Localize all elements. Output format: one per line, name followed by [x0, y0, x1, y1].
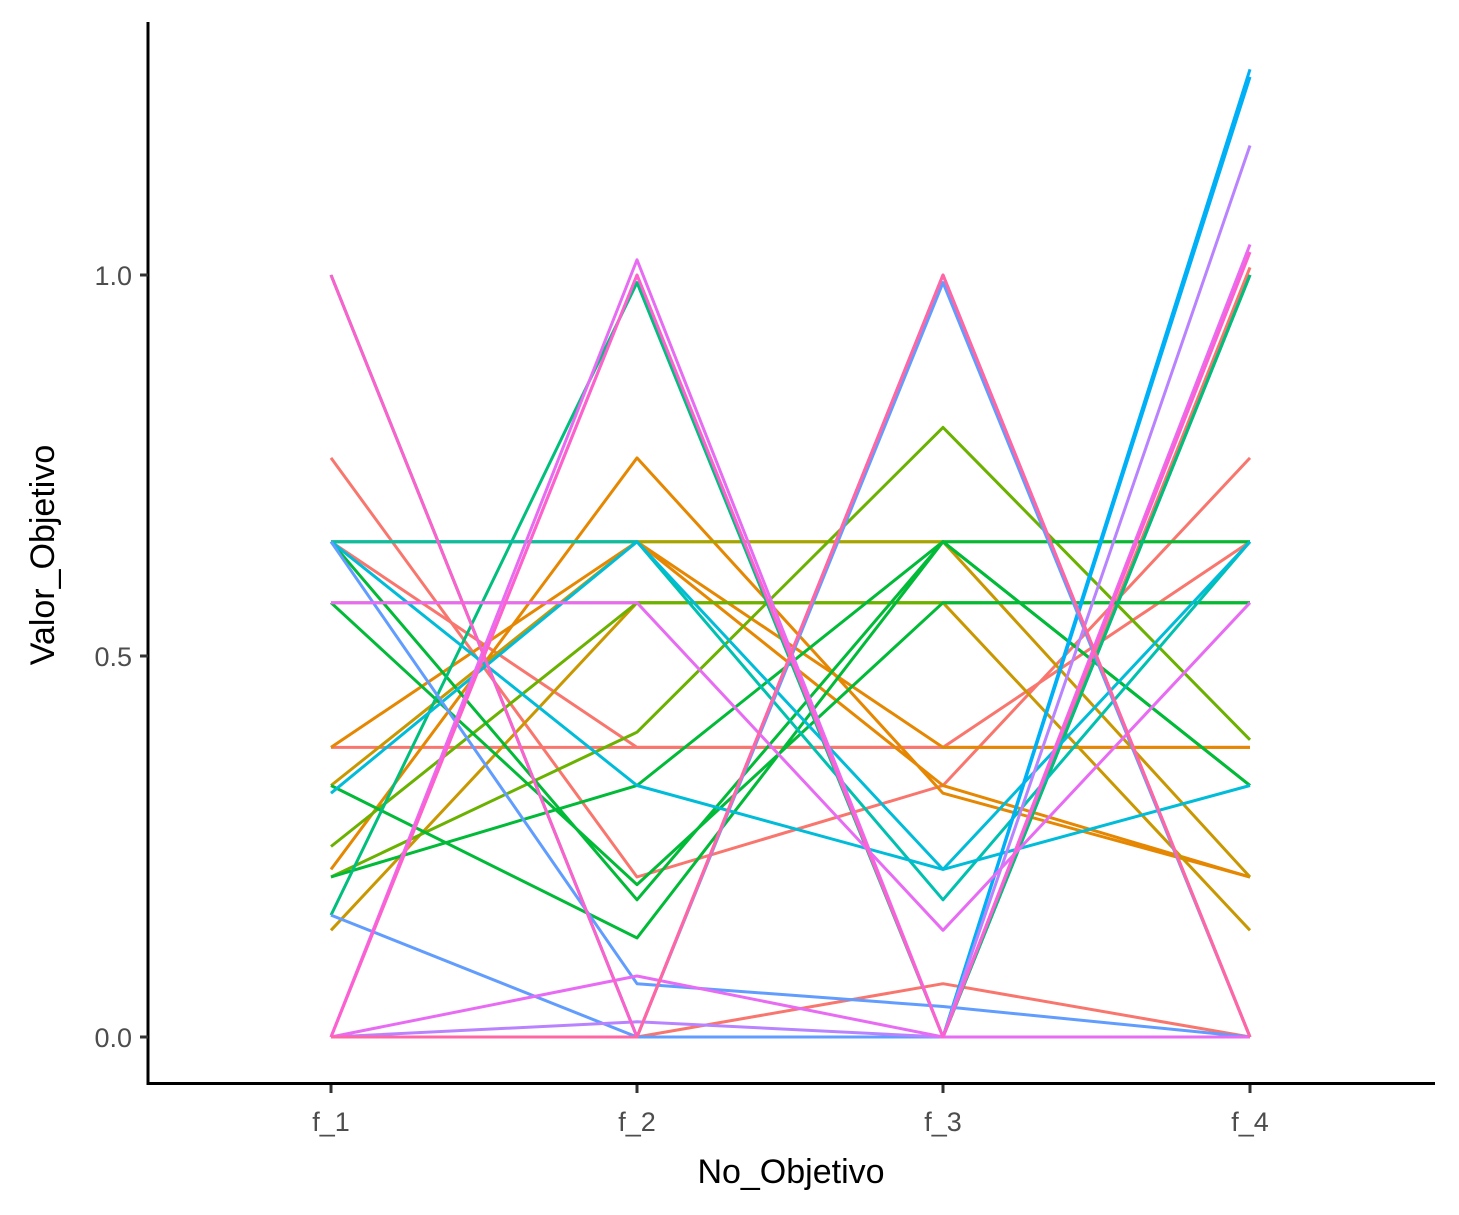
- x-tick-label: f_1: [312, 1107, 350, 1137]
- y-tick-label: 0.0: [94, 1023, 132, 1053]
- series-line: [331, 540, 1252, 902]
- y-axis-title: Valor_Objetivo: [24, 445, 62, 666]
- series-line: [331, 76, 1252, 1039]
- series-line: [330, 145, 1252, 1039]
- x-tick-label: f_4: [1231, 1107, 1269, 1137]
- series-line: [329, 243, 1252, 1039]
- series-line: [330, 913, 1250, 1039]
- series-line: [330, 425, 1252, 879]
- x-axis-title: No_Objetivo: [697, 1153, 884, 1191]
- series-line: [331, 273, 1252, 1039]
- series-line: [330, 974, 1250, 1039]
- y-tick-label: 0.5: [94, 642, 132, 672]
- series-line: [329, 601, 1250, 887]
- series-layer: [329, 68, 1252, 1039]
- x-tick-label: f_3: [924, 1107, 962, 1137]
- series-line: [330, 540, 1251, 871]
- series-line: [329, 456, 1251, 879]
- series-line: [329, 456, 1252, 879]
- series-line: [331, 68, 1252, 1039]
- series-line: [329, 540, 1251, 1039]
- x-ticks: f_1 f_2 f_3 f_4: [312, 1085, 1269, 1137]
- x-tick-label: f_2: [618, 1107, 656, 1137]
- y-tick-label: 1.0: [94, 261, 132, 291]
- series-line: [330, 540, 1252, 871]
- series-line: [331, 601, 1252, 932]
- y-ticks: 0.0 0.5 1.0: [94, 261, 148, 1053]
